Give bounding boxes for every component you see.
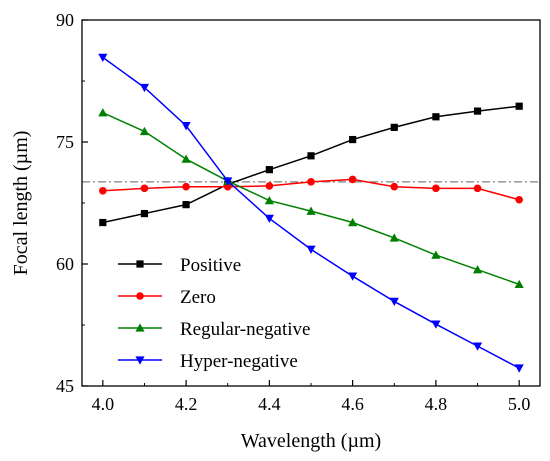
data-point-regular-negative xyxy=(389,233,399,242)
series-hyper-negative xyxy=(98,53,524,373)
legend-item-positive: Positive xyxy=(118,255,241,276)
data-point-zero xyxy=(473,184,482,193)
data-point-hyper-negative xyxy=(306,245,316,254)
data-point-regular-negative xyxy=(139,126,150,136)
data-point-hyper-negative xyxy=(139,83,150,93)
data-point-zero xyxy=(348,175,357,184)
legend-item-hyper-negative: Hyper-negative xyxy=(118,351,298,372)
data-point-zero xyxy=(390,182,399,191)
x-axis-title: Wavelength (µm) xyxy=(241,430,381,452)
legend-label: Regular-negative xyxy=(180,319,310,340)
data-point-positive xyxy=(432,113,440,121)
series-line-positive xyxy=(102,105,520,224)
data-point-hyper-negative xyxy=(472,342,483,351)
series-layer xyxy=(98,53,524,373)
data-point-positive xyxy=(307,152,315,160)
data-point-hyper-negative xyxy=(98,53,108,63)
y-axis-title: Focal length (µm) xyxy=(10,131,32,276)
series-zero xyxy=(99,175,523,204)
x-tick-label: 4.6 xyxy=(341,394,364,414)
data-point-positive xyxy=(390,123,398,131)
data-point-regular-negative xyxy=(306,206,316,215)
legend-marker xyxy=(135,356,145,365)
x-tick-label: 4.8 xyxy=(425,394,448,414)
data-point-regular-negative xyxy=(348,217,358,227)
data-point-zero xyxy=(182,182,190,191)
data-point-zero xyxy=(99,187,107,195)
legend-label: Zero xyxy=(180,287,216,308)
series-line-regular-negative xyxy=(102,112,520,286)
data-point-regular-negative xyxy=(431,250,441,259)
legend-marker xyxy=(136,260,144,268)
legend-item-zero: Zero xyxy=(118,287,216,308)
data-point-regular-negative xyxy=(98,108,108,117)
data-point-positive xyxy=(99,218,107,227)
axes-layer: 4.0 4.2 4.4 4.6 4.8 5.0 45 60 75 90 xyxy=(56,10,530,414)
data-point-regular-negative xyxy=(264,195,274,205)
y-tick-label: 75 xyxy=(56,132,74,152)
data-point-zero xyxy=(140,184,149,193)
data-point-zero xyxy=(515,195,523,204)
legend: Positive Zero Regular-negative Hyper-negati… xyxy=(118,255,310,372)
legend-marker xyxy=(136,292,144,300)
series-positive xyxy=(99,102,523,227)
legend-item-regular-negative: Regular-negative xyxy=(118,319,310,340)
data-point-positive xyxy=(515,102,523,110)
data-point-positive xyxy=(349,135,357,144)
data-point-hyper-negative xyxy=(223,177,233,186)
data-point-hyper-negative xyxy=(181,122,191,131)
series-regular-negative xyxy=(98,108,524,289)
data-point-hyper-negative xyxy=(389,297,399,307)
legend-label: Positive xyxy=(180,255,241,276)
x-tick-label: 4.4 xyxy=(258,394,281,414)
data-point-hyper-negative xyxy=(514,364,524,373)
data-point-zero xyxy=(223,182,232,191)
x-tick-label: 5.0 xyxy=(508,394,531,414)
legend-label: Hyper-negative xyxy=(180,351,298,372)
y-tick-label: 60 xyxy=(56,254,74,274)
x-tick-label: 4.2 xyxy=(175,394,198,414)
data-point-zero xyxy=(265,182,274,190)
data-point-hyper-negative xyxy=(264,214,274,224)
data-point-positive xyxy=(265,166,273,174)
data-point-positive xyxy=(182,201,190,209)
data-point-zero xyxy=(307,178,315,186)
data-point-positive xyxy=(140,209,149,218)
legend-marker xyxy=(135,323,145,332)
data-point-regular-negative xyxy=(514,279,524,289)
data-point-regular-negative xyxy=(472,265,483,274)
data-point-positive xyxy=(473,107,482,115)
data-point-hyper-negative xyxy=(348,272,358,281)
y-tick-label: 45 xyxy=(56,376,74,396)
plot-frame xyxy=(81,19,541,387)
x-tick-label: 4.0 xyxy=(92,394,115,414)
data-point-zero xyxy=(432,184,440,193)
data-point-hyper-negative xyxy=(431,320,441,329)
y-tick-label: 90 xyxy=(56,10,74,30)
data-point-regular-negative xyxy=(181,154,191,163)
